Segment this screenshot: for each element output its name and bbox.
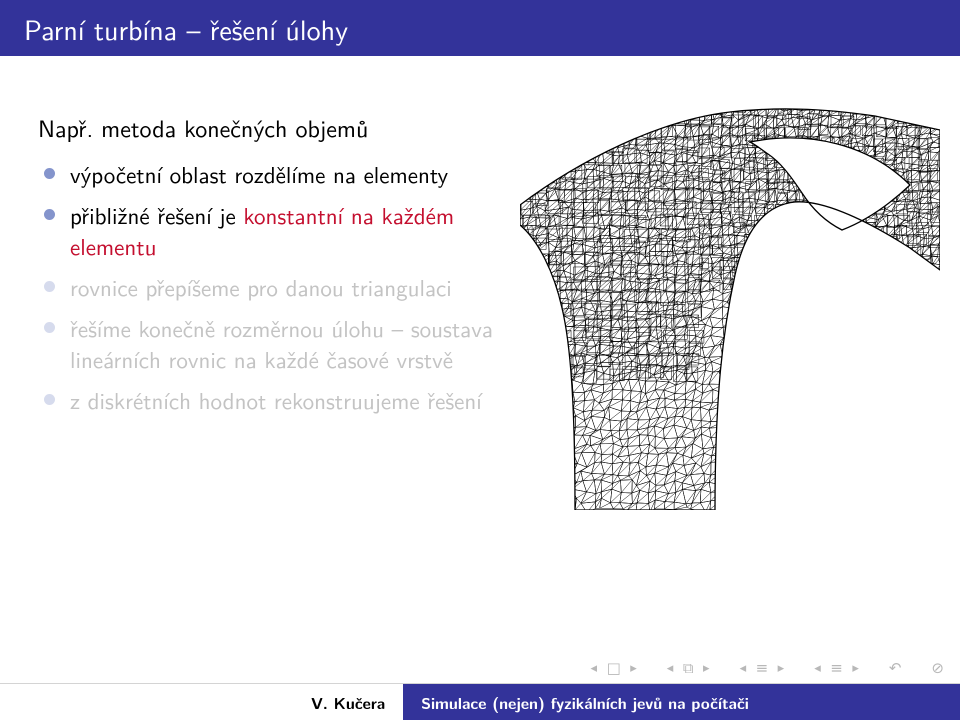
- footer-lecture: Simulace (nejen) fyzikálních jevů na poč…: [403, 684, 960, 720]
- nav-first-icon: ◂ □ ▸: [591, 656, 637, 678]
- nav-fwd-icon: ◂ ≡ ▸: [814, 656, 859, 678]
- nav-search-icon: ⊘: [931, 656, 944, 678]
- bullet-item: rovnice přepíšeme pro danou triangulaci: [44, 272, 518, 303]
- slide-title: Parní turbína – řešení úlohy: [24, 8, 348, 49]
- footer: V. Kučera Simulace (nejen) fyzikálních j…: [0, 684, 960, 720]
- nav-undo-icon: ↶: [889, 656, 902, 678]
- bullet-item: řešíme konečně rozměrnou úlohu – soustav…: [44, 313, 518, 375]
- lead-text: Např. metoda konečných objemů: [38, 110, 518, 145]
- title-bar: Parní turbína – řešení úlohy: [0, 0, 960, 56]
- bullet-text: výpočetní oblast rozdělíme na elementy: [70, 157, 448, 191]
- bullet-item: z diskrétních hodnot rekonstruujeme řeše…: [44, 385, 518, 416]
- bullet-text: přibližné řešení je: [70, 198, 243, 232]
- slide: Parní turbína – řešení úlohy Např. metod…: [0, 0, 960, 720]
- bullet-item: přibližné řešení je konstantní na každém…: [44, 200, 518, 262]
- bullet-list: výpočetní oblast rozdělíme na elementy př…: [38, 159, 518, 416]
- nav-symbols: ◂ □ ▸ ◂ ⧉ ▸ ◂ ≡ ▸ ◂ ≡ ▸ ↶ ⊘: [591, 656, 944, 678]
- content-block: Např. metoda konečných objemů výpočetní …: [38, 110, 518, 426]
- footer-author: V. Kučera: [0, 691, 403, 714]
- bullet-text: rovnice přepíšeme pro danou triangulaci: [70, 270, 452, 304]
- nav-prev-icon: ◂ ⧉ ▸: [667, 656, 710, 678]
- bullet-text: z diskrétních hodnot rekonstruujeme řeše…: [70, 383, 482, 417]
- bullet-text: řešíme konečně rozměrnou úlohu – soustav…: [70, 311, 493, 376]
- mesh-figure: [520, 90, 940, 510]
- bullet-item: výpočetní oblast rozdělíme na elementy: [44, 159, 518, 190]
- nav-back-icon: ◂ ≡ ▸: [740, 656, 785, 678]
